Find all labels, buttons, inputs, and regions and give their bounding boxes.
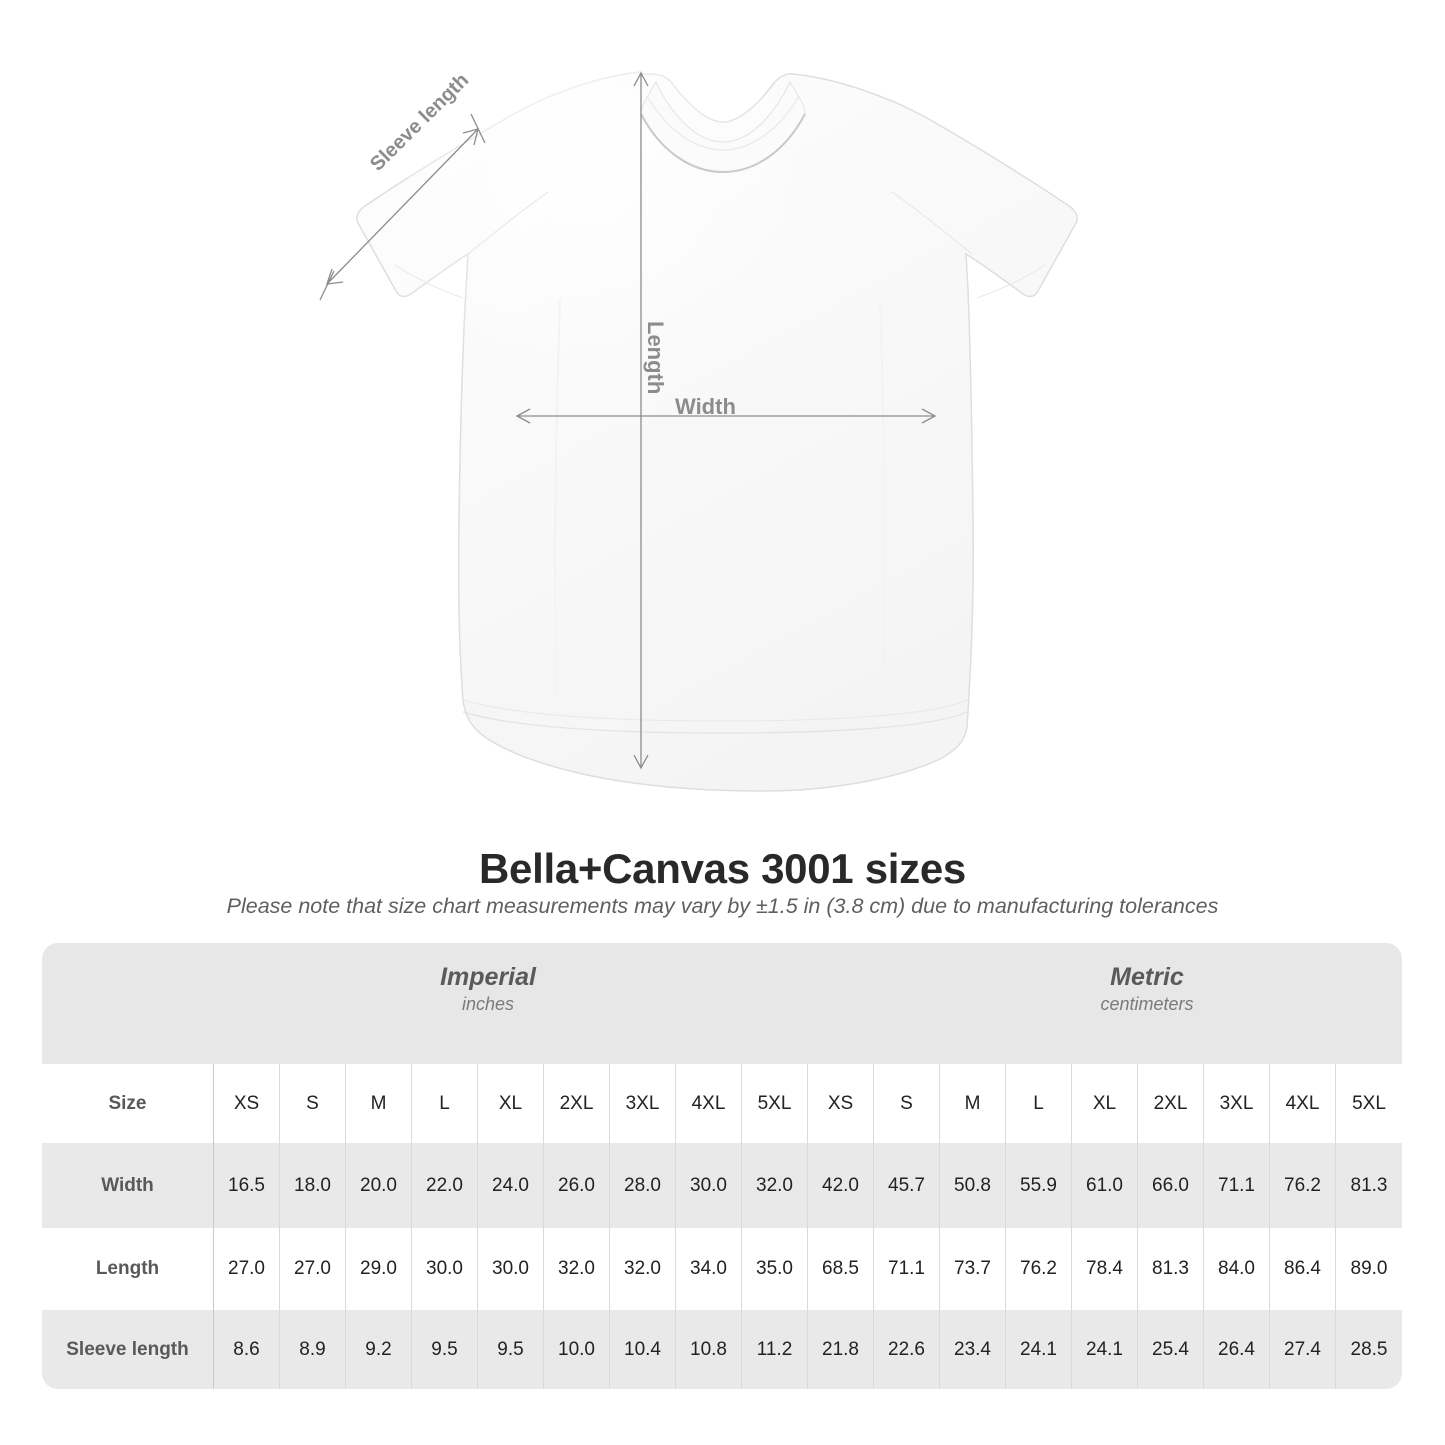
svg-text:Width: Width bbox=[675, 394, 736, 419]
svg-text:Length: Length bbox=[643, 321, 668, 394]
